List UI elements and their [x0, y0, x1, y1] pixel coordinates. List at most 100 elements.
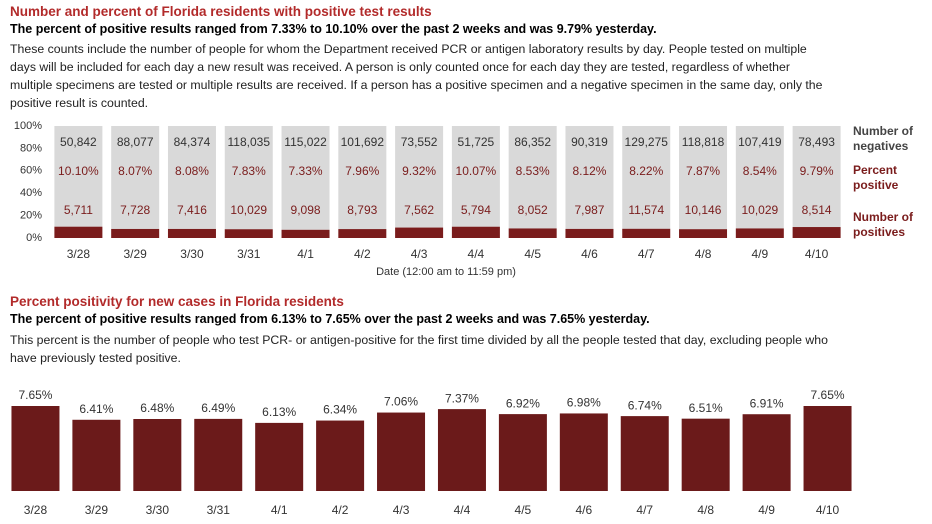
value-label: 9.32%	[402, 164, 436, 178]
negatives-segment	[224, 126, 273, 230]
bar	[316, 420, 365, 491]
x-tick-label: 4/4	[468, 247, 485, 261]
value-label: 8.08%	[175, 164, 209, 178]
x-tick-label: 3/31	[237, 247, 261, 261]
positives-segment	[224, 229, 273, 238]
value-label: 9.79%	[800, 164, 834, 178]
value-label: 7.06%	[384, 395, 418, 409]
x-tick-label: 4/7	[638, 247, 655, 261]
value-label: 8.54%	[743, 164, 777, 178]
value-label: 6.51%	[689, 401, 723, 415]
legend-label: Number of positives	[853, 210, 913, 239]
positives-segment	[735, 228, 784, 238]
value-label: 6.74%	[628, 398, 662, 412]
value-label: 7,562	[404, 203, 434, 217]
value-label: 7.65%	[811, 388, 845, 402]
x-tick-label: 4/7	[636, 503, 653, 517]
value-label: 8.12%	[572, 164, 606, 178]
x-tick-label: 4/5	[515, 503, 532, 517]
value-label: 7.33%	[289, 164, 323, 178]
positives-segment	[167, 228, 216, 238]
value-label: 10,146	[685, 203, 722, 217]
positives-segment	[451, 226, 500, 238]
value-label: 86,352	[514, 135, 551, 149]
legend-label: Number of negatives	[853, 124, 913, 153]
value-label: 8,514	[802, 203, 832, 217]
x-tick-label: 4/9	[751, 247, 768, 261]
x-tick-label: 3/28	[67, 247, 91, 261]
negatives-segment	[622, 126, 671, 229]
bar	[498, 414, 547, 491]
bar	[194, 418, 243, 491]
value-label: 84,374	[174, 135, 211, 149]
negatives-segment	[508, 126, 557, 229]
value-label: 8.53%	[516, 164, 550, 178]
y-tick-label: 80%	[20, 142, 42, 154]
bar	[11, 406, 60, 491]
x-tick-label: 3/28	[24, 503, 48, 517]
bar	[255, 422, 304, 491]
negatives-segment	[338, 126, 387, 230]
bar	[742, 414, 791, 491]
value-label: 6.98%	[567, 396, 601, 410]
value-label: 7,416	[177, 203, 207, 217]
x-tick-label: 3/30	[180, 247, 204, 261]
value-label: 101,692	[341, 135, 385, 149]
value-label: 118,035	[228, 135, 271, 149]
bar	[559, 413, 608, 491]
chart-description: This percent is the number of people who…	[10, 333, 828, 365]
positives-segment	[622, 228, 671, 238]
x-tick-label: 3/29	[85, 503, 109, 517]
value-label: 6.41%	[79, 402, 113, 416]
value-label: 51,725	[458, 135, 495, 149]
value-label: 8,052	[518, 203, 548, 217]
negatives-segment	[54, 126, 103, 227]
value-label: 5,711	[64, 203, 93, 217]
value-label: 8.07%	[118, 164, 152, 178]
negatives-segment	[281, 126, 330, 230]
value-label: 10.10%	[58, 164, 99, 178]
chart-title: Number and percent of Florida residents …	[10, 4, 432, 19]
negatives-segment	[792, 126, 841, 228]
positives-segment	[281, 229, 330, 238]
value-label: 7.96%	[345, 164, 379, 178]
negatives-segment	[679, 126, 728, 230]
value-label: 7.37%	[445, 391, 479, 405]
positives-segment	[792, 227, 841, 238]
negatives-segment	[565, 126, 614, 229]
value-label: 10.07%	[456, 164, 497, 178]
x-tick-label: 4/5	[524, 247, 541, 261]
value-label: 73,552	[401, 135, 438, 149]
value-label: 7.65%	[18, 388, 52, 402]
bar	[72, 419, 121, 491]
x-tick-label: 4/4	[454, 503, 471, 517]
value-label: 50,842	[60, 135, 97, 149]
value-label: 7.87%	[686, 164, 720, 178]
x-tick-label: 4/10	[805, 247, 829, 261]
x-axis-title: Date (12:00 am to 11:59 pm)	[376, 266, 516, 278]
bar	[803, 406, 852, 491]
value-label: 88,077	[117, 135, 154, 149]
chart-subtitle: The percent of positive results ranged f…	[10, 312, 650, 326]
negatives-segment	[167, 126, 216, 229]
value-label: 8,793	[347, 203, 377, 217]
value-label: 7,728	[120, 203, 150, 217]
bar	[133, 419, 182, 491]
x-tick-label: 4/1	[271, 503, 288, 517]
value-label: 6.91%	[750, 396, 784, 410]
x-tick-label: 4/8	[697, 503, 714, 517]
x-tick-label: 4/6	[575, 503, 592, 517]
x-tick-label: 4/9	[758, 503, 775, 517]
value-label: 118,818	[682, 135, 725, 149]
y-tick-label: 20%	[20, 210, 42, 222]
value-label: 90,319	[571, 135, 608, 149]
bar	[377, 412, 426, 491]
positives-segment	[338, 229, 387, 238]
y-tick-label: 40%	[20, 187, 42, 199]
positives-segment	[395, 227, 444, 238]
x-tick-label: 3/30	[146, 503, 170, 517]
y-tick-label: 100%	[14, 120, 42, 132]
positives-segment	[54, 226, 103, 238]
negatives-segment	[735, 126, 784, 229]
x-tick-label: 4/3	[393, 503, 410, 517]
